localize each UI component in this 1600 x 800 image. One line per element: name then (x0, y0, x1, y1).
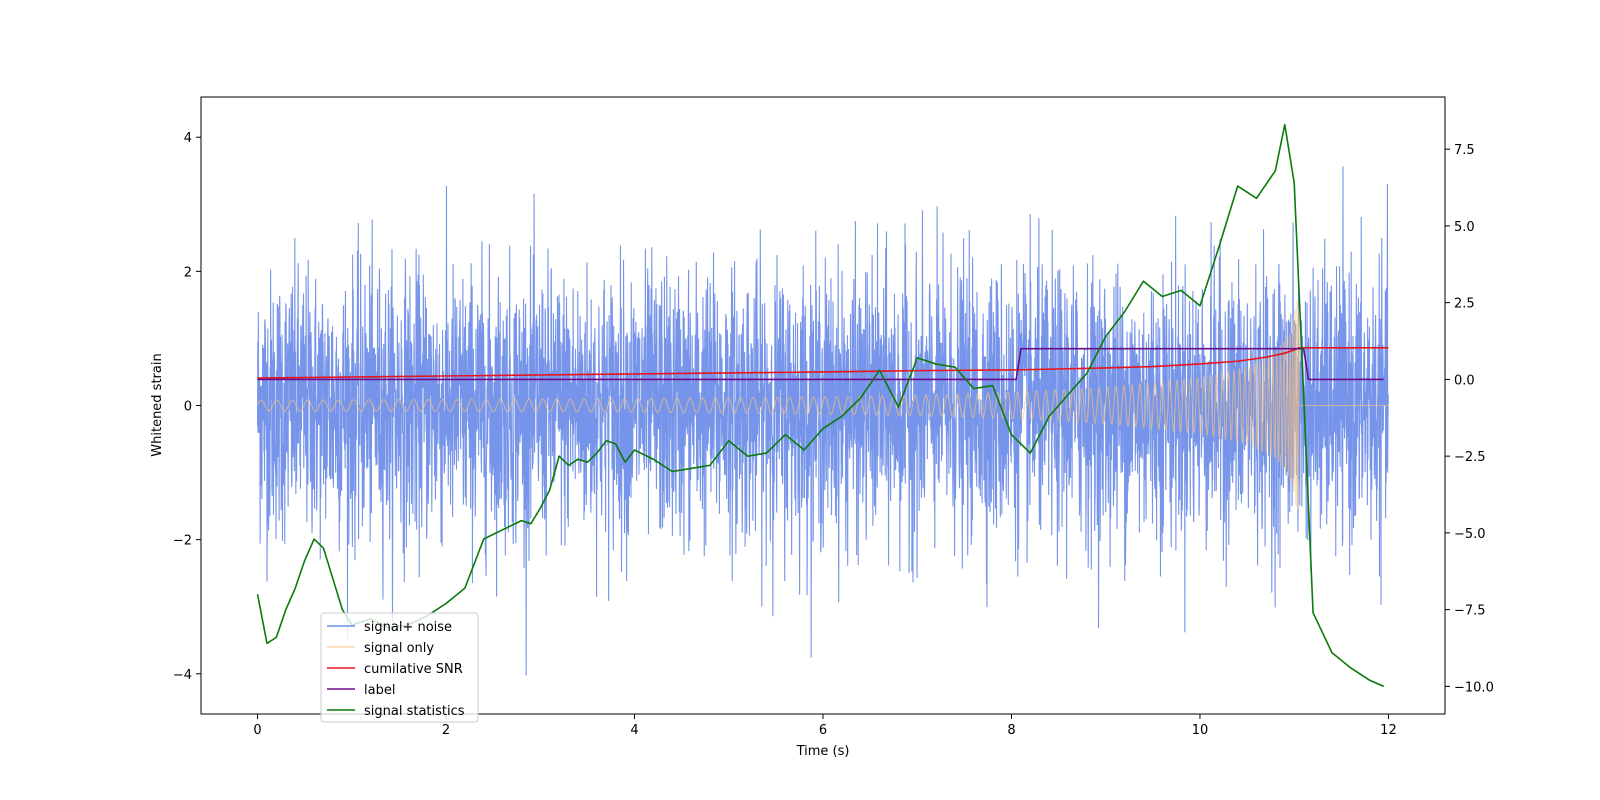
y-right-tick-label-5: 2.5 (1454, 297, 1475, 312)
y-left-tick-label-1: −2 (173, 534, 192, 549)
x-axis-title: Time (s) (796, 744, 850, 759)
y-left-tick-label-2: 0 (184, 400, 192, 415)
legend: signal+ noise signal only cumilative SNR la… (320, 612, 479, 723)
series-layer (256, 123, 1389, 688)
x-tick-label-6: 6 (819, 723, 827, 738)
legend-label-0: signal+ noise (364, 620, 452, 635)
legend-label-4: signal statistics (364, 704, 465, 719)
series-cumilative-snr (257, 347, 1389, 379)
y-right-tick-label-2: −5.0 (1454, 527, 1486, 542)
y-axis-left: −4 −2 0 2 4 (173, 131, 201, 683)
y-right-tick-label-4: 0.0 (1454, 373, 1475, 388)
series-label (257, 347, 1384, 381)
y-right-tick-label-6: 5.0 (1454, 220, 1475, 235)
y-right-tick-label-3: −2.5 (1454, 450, 1486, 465)
y-left-tick-label-4: 4 (184, 131, 192, 146)
y-right-tick-label-1: −7.5 (1454, 604, 1486, 619)
x-tick-label-2: 2 (442, 723, 450, 738)
y-right-tick-label-0: −10.0 (1454, 680, 1494, 695)
y-axis-left-title: Whitened strain (150, 353, 165, 456)
y-axis-right: −10.0 −7.5 −5.0 −2.5 0.0 2.5 5.0 7.5 (1445, 143, 1494, 695)
y-left-tick-label-0: −4 (173, 668, 192, 683)
x-tick-label-8: 8 (1007, 723, 1015, 738)
x-tick-label-12: 12 (1380, 723, 1397, 738)
x-axis: 0 2 4 6 8 10 12 (253, 714, 1397, 738)
legend-label-1: signal only (364, 641, 434, 656)
legend-label-2: cumilative SNR (364, 662, 463, 677)
x-tick-label-4: 4 (630, 723, 638, 738)
x-tick-label-10: 10 (1192, 723, 1209, 738)
legend-box (320, 612, 479, 723)
series-signal-only (257, 300, 1389, 510)
y-left-tick-label-3: 2 (184, 265, 192, 280)
legend-label-3: label (364, 683, 395, 698)
x-tick-label-0: 0 (253, 723, 261, 738)
y-right-tick-label-7: 7.5 (1454, 143, 1475, 158)
series-signal-noise (256, 166, 1389, 676)
